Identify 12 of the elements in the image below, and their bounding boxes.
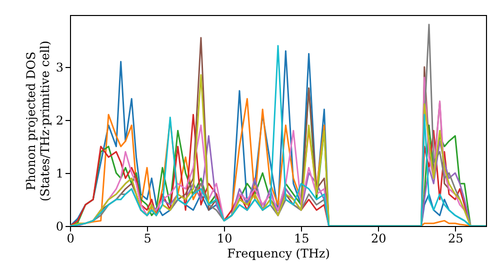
x-axis-title: Frequency (THz) xyxy=(227,246,330,260)
y-tick-label: 2 xyxy=(56,113,64,128)
x-tick-label: 5 xyxy=(144,232,152,246)
x-tick-label: 25 xyxy=(448,232,464,246)
y-tick-label: 3 xyxy=(56,60,64,74)
y-axis-title: Phonon projected DOS (States/THz·primitive cell) xyxy=(24,40,52,202)
x-tick-label: 10 xyxy=(216,232,232,246)
x-tick-label: 20 xyxy=(371,232,386,246)
x-tick-label: 0 xyxy=(66,232,74,246)
y-tick-label: 1 xyxy=(56,166,64,180)
x-tick-label: 15 xyxy=(294,232,310,246)
y-tick-label: 0 xyxy=(56,220,64,234)
